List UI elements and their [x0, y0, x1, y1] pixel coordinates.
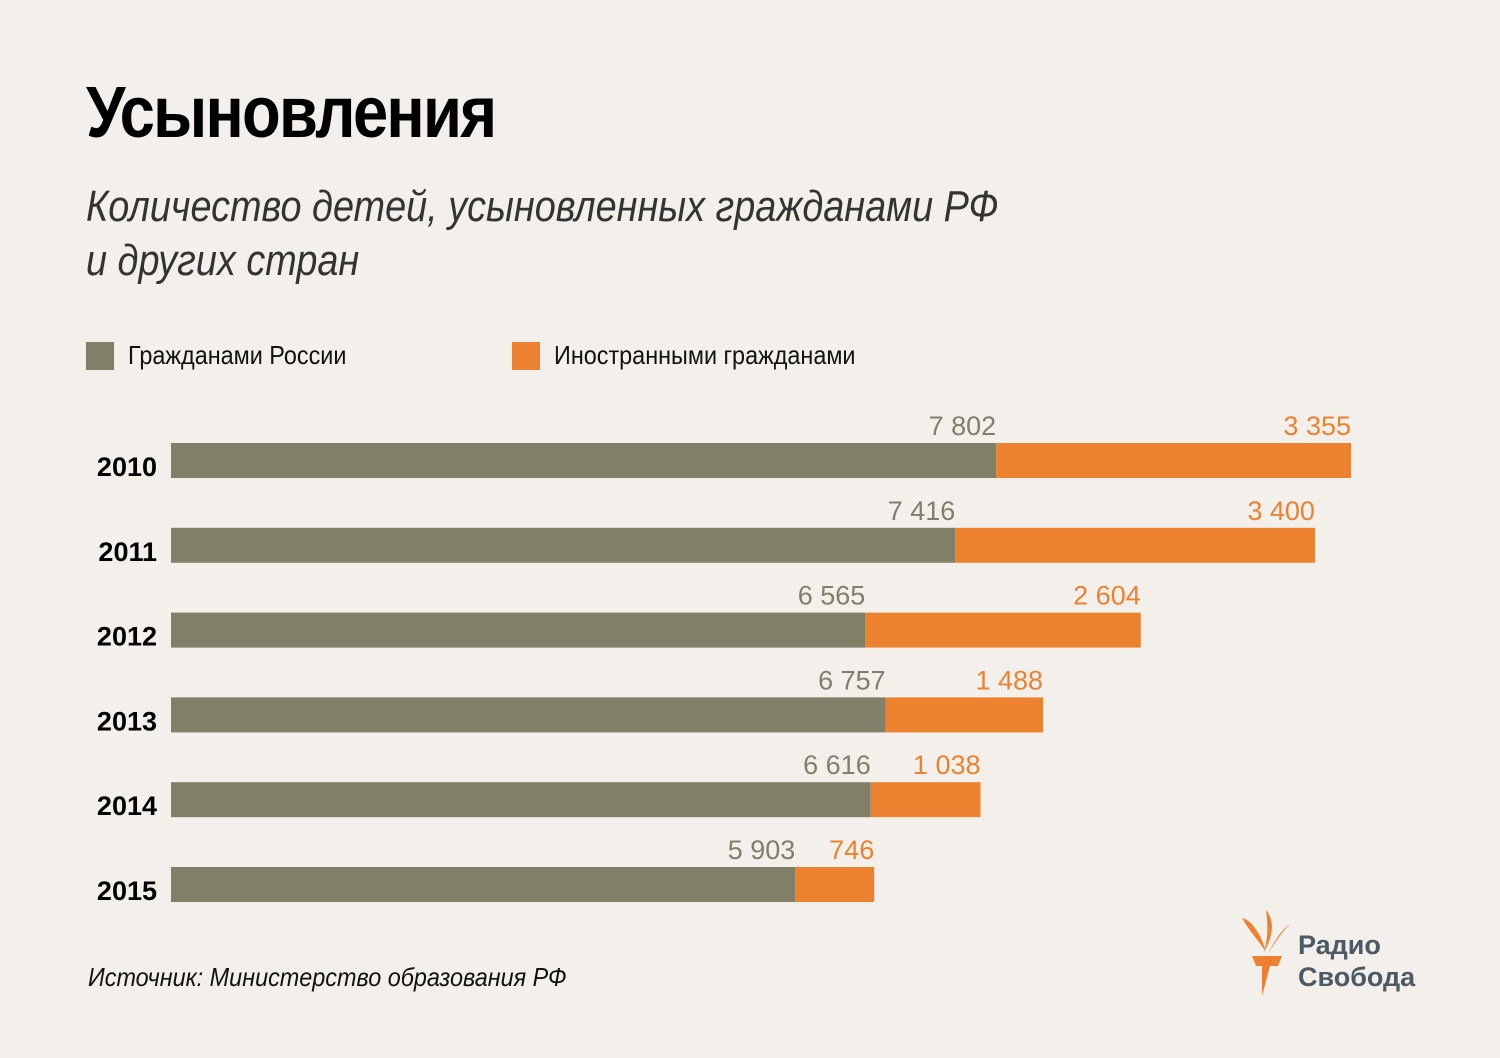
- value-label-foreign: 3 400: [1247, 496, 1315, 526]
- bar-foreign: [795, 867, 875, 902]
- year-label: 2015: [97, 876, 157, 906]
- year-label: 2011: [98, 537, 157, 567]
- torch-icon: [1242, 910, 1290, 996]
- value-label-russia: 6 757: [818, 665, 886, 695]
- value-label-russia: 6 565: [798, 581, 866, 611]
- value-label-russia: 5 903: [728, 835, 796, 865]
- bar-russia: [171, 867, 796, 902]
- bar-foreign: [870, 782, 981, 818]
- year-label: 2013: [97, 706, 157, 736]
- value-label-foreign: 3 355: [1283, 411, 1351, 441]
- value-label-foreign: 2 604: [1073, 581, 1141, 611]
- source-note: Источник: Министерство образования РФ: [88, 962, 567, 992]
- legend-item-russia: Гражданами России: [86, 340, 371, 371]
- bar-foreign: [865, 612, 1141, 648]
- year-label: 2012: [97, 622, 157, 652]
- logo-text-line1: Радио: [1298, 930, 1381, 960]
- legend-label-russia: Гражданами России: [128, 340, 347, 370]
- year-label: 2014: [97, 791, 157, 821]
- year-label: 2010: [97, 452, 157, 482]
- logo-text-line2: Свобода: [1298, 962, 1416, 992]
- value-label-russia: 7 416: [888, 496, 956, 526]
- chart-subtitle: Количество детей, усыновленных гражданам…: [86, 180, 1204, 288]
- subtitle-line-1: Количество детей, усыновленных гражданам…: [86, 182, 999, 231]
- value-label-russia: 7 802: [929, 411, 997, 441]
- radio-svoboda-logo: Радио Свобода: [1238, 908, 1438, 998]
- subtitle-line-2: и других стран: [86, 236, 360, 285]
- bar-russia: [171, 697, 886, 733]
- bar-russia: [171, 782, 871, 818]
- legend-swatch-foreign: [512, 341, 540, 370]
- value-label-russia: 6 616: [803, 750, 871, 780]
- bar-foreign: [885, 697, 1044, 733]
- bar-foreign: [996, 443, 1351, 478]
- bar-foreign: [955, 527, 1315, 563]
- bar-russia: [171, 443, 997, 478]
- value-label-foreign: 746: [829, 835, 874, 865]
- value-label-foreign: 1 038: [913, 750, 981, 780]
- legend-label-foreign: Иностранными гражданами: [554, 340, 856, 370]
- chart-title: Усыновления: [86, 73, 497, 153]
- value-label-foreign: 1 488: [975, 665, 1043, 695]
- legend-swatch-russia: [86, 341, 114, 370]
- legend-item-foreign: Иностранными гражданами: [512, 340, 889, 371]
- bar-russia: [171, 612, 866, 648]
- bar-russia: [171, 527, 956, 563]
